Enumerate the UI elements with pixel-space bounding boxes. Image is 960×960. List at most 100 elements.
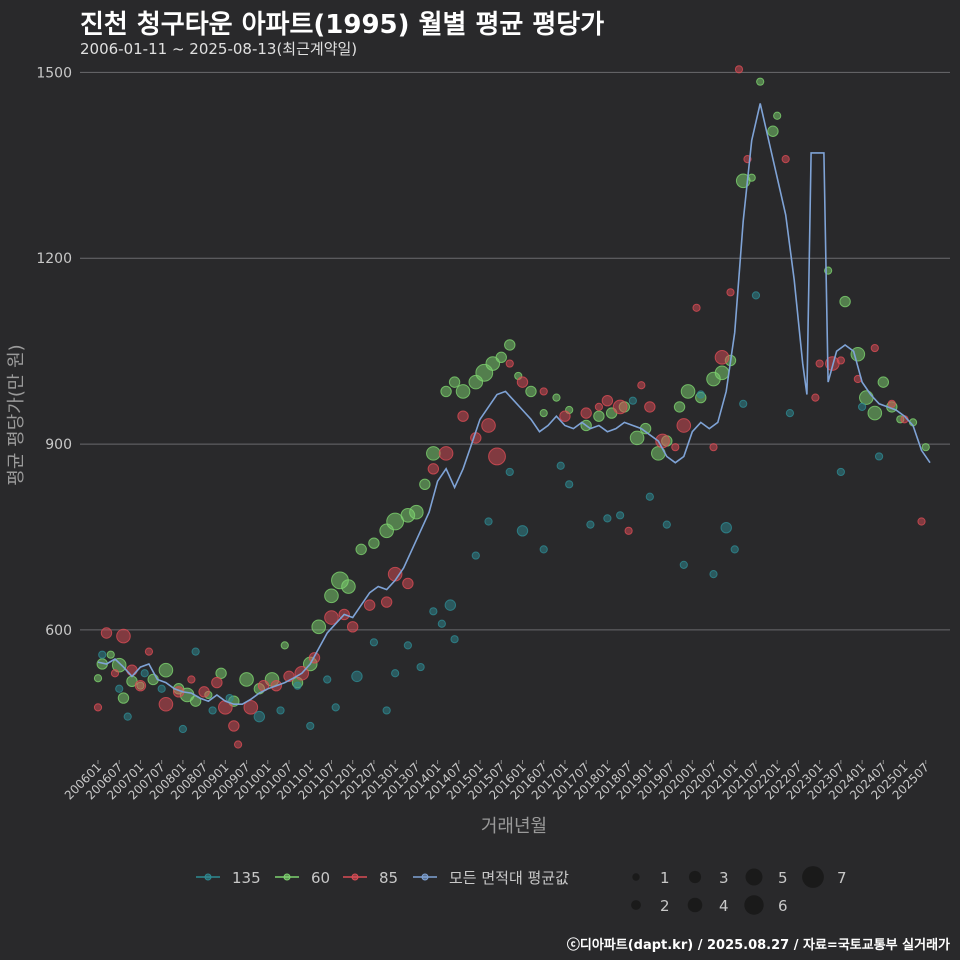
data-point-60	[629, 430, 645, 446]
data-point-85	[870, 343, 879, 353]
data-point-85	[380, 596, 393, 608]
legend-size-label: 7	[837, 869, 847, 887]
legend-size-circle	[802, 866, 824, 888]
data-point-135	[140, 669, 149, 678]
data-point-60	[440, 385, 452, 398]
legend-size-circle	[687, 897, 703, 913]
legend-marker	[204, 873, 212, 881]
scatter-points	[93, 65, 930, 749]
data-point-60	[485, 356, 501, 371]
chart-subtitle: 2006-01-11 ~ 2025-08-13(최근계약일)	[80, 40, 358, 58]
data-point-60	[850, 346, 866, 362]
data-point-60	[426, 446, 441, 461]
data-point-60	[539, 408, 548, 418]
data-point-135	[628, 396, 637, 405]
data-point-135	[450, 635, 459, 644]
data-point-60	[239, 672, 254, 687]
data-point-135	[403, 641, 412, 650]
data-point-85	[488, 447, 506, 466]
data-point-135	[836, 467, 845, 477]
data-point-60	[419, 478, 431, 491]
data-point-60	[280, 641, 289, 650]
data-point-85	[134, 679, 147, 692]
data-point-85	[726, 288, 735, 297]
data-point-60	[673, 401, 686, 413]
data-point-85	[100, 627, 113, 639]
legend-label: 85	[379, 869, 398, 887]
chart-title: 진천 청구타운 아파트(1995) 월별 평균 평당가	[80, 10, 605, 40]
legend-marker	[283, 873, 291, 881]
data-point-135	[679, 560, 688, 569]
data-point-60	[504, 339, 516, 351]
legend-label: 모든 면적대 평균값	[449, 869, 569, 887]
data-point-85	[187, 675, 196, 684]
data-point-135	[696, 390, 705, 399]
data-point-60	[756, 77, 765, 86]
data-point-60	[747, 173, 756, 182]
data-point-135	[178, 724, 187, 734]
data-point-135	[471, 551, 480, 560]
legend-size-label: 5	[778, 869, 788, 887]
data-point-135	[739, 399, 748, 408]
data-point-135	[253, 710, 266, 723]
data-point-60	[409, 504, 424, 520]
data-point-135	[391, 669, 400, 678]
x-axis-label: 거래년월	[481, 816, 547, 837]
data-point-85	[243, 700, 259, 715]
series-line-average	[97, 103, 931, 705]
data-point-60	[867, 405, 883, 421]
legend-size-label: 4	[719, 897, 729, 915]
data-point-85	[559, 410, 571, 422]
data-point-60	[93, 674, 103, 683]
data-point-85	[346, 621, 359, 633]
data-point-85	[505, 359, 514, 368]
y-tick-label: 600	[45, 623, 72, 639]
legend-label: 135	[232, 869, 261, 887]
data-point-135	[556, 461, 565, 470]
data-point-135	[437, 619, 446, 628]
data-point-85	[671, 443, 680, 452]
data-point-60	[368, 537, 380, 549]
data-point-60	[593, 410, 605, 422]
y-tick-label: 1200	[36, 251, 72, 267]
data-point-85	[324, 610, 339, 625]
data-point-60	[106, 650, 115, 659]
data-point-60	[921, 443, 930, 452]
legend-size-circle	[688, 870, 702, 884]
data-point-85	[438, 446, 454, 461]
data-point-60	[158, 662, 174, 678]
data-point-135	[444, 599, 457, 611]
legend: 135 60 85 모든 면적대 평균값 1 2 3 4 5 6 7	[196, 866, 847, 915]
data-point-85	[815, 359, 824, 368]
data-point-135	[416, 662, 425, 672]
data-point-135	[429, 607, 438, 616]
y-axis-label: 평균 평당가(만 원)	[6, 344, 27, 485]
data-point-85	[233, 740, 243, 749]
data-point-60	[215, 667, 227, 679]
data-point-135	[730, 545, 739, 554]
data-point-135	[785, 408, 795, 418]
data-point-85	[637, 381, 646, 390]
data-point-85	[836, 356, 845, 365]
legend-size-label: 6	[778, 897, 788, 915]
data-point-85	[363, 599, 376, 611]
data-point-135	[115, 684, 124, 693]
data-point-85	[692, 303, 701, 312]
data-point-85	[624, 526, 633, 535]
data-point-60	[773, 111, 782, 120]
data-point-135	[616, 511, 625, 520]
y-tick-label: 900	[45, 437, 72, 453]
data-point-135	[191, 647, 200, 656]
y-tick-label: 1500	[36, 65, 72, 81]
legend-size-label: 3	[719, 869, 729, 887]
data-point-135	[720, 521, 732, 534]
data-point-60	[455, 384, 471, 399]
data-point-60	[680, 384, 696, 399]
data-point-60	[525, 385, 537, 398]
data-point-85	[516, 376, 529, 388]
data-point-135	[369, 638, 379, 647]
data-point-85	[158, 696, 174, 712]
data-point-85	[714, 350, 730, 365]
data-point-85	[228, 720, 240, 732]
